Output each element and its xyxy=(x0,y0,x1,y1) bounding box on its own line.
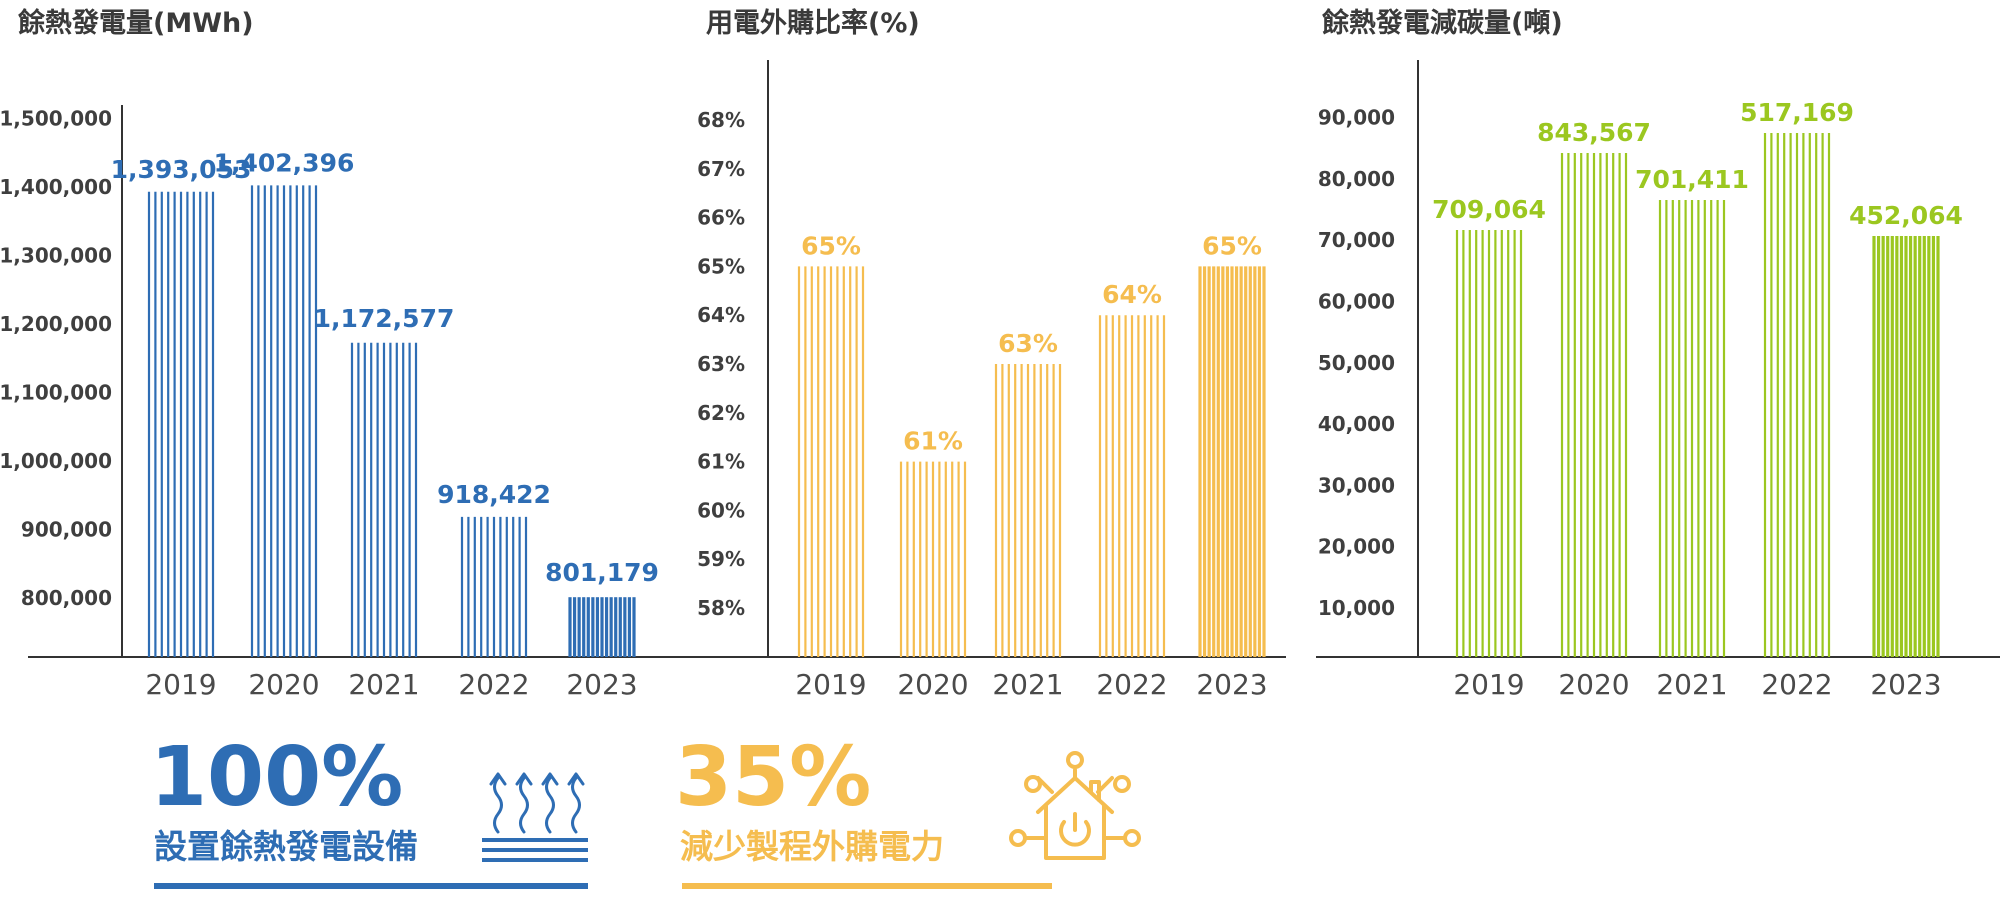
y-tick-label: 800,000 xyxy=(21,586,112,610)
bar-2023 xyxy=(1198,266,1266,657)
highlight-value: 100% xyxy=(150,730,403,825)
y-tick-label: 65% xyxy=(697,254,745,278)
data-label: 701,411 xyxy=(1635,165,1749,194)
y-tick-label: 20,000 xyxy=(1318,535,1395,559)
x-tick-label: 2022 xyxy=(1761,668,1832,701)
data-label: 843,567 xyxy=(1537,118,1651,147)
y-tick-label: 59% xyxy=(697,547,745,571)
y-tick-label: 1,300,000 xyxy=(0,244,112,268)
highlight-caption: 減少製程外購電力 xyxy=(680,827,944,866)
data-label: 61% xyxy=(903,427,963,456)
y-tick-label: 64% xyxy=(697,303,745,327)
y-tick-label: 30,000 xyxy=(1318,473,1395,497)
bar-2020 xyxy=(1560,153,1628,657)
data-label: 517,169 xyxy=(1740,98,1854,127)
data-label: 65% xyxy=(1202,231,1262,260)
x-tick-label: 2022 xyxy=(1096,668,1167,701)
x-tick-label: 2023 xyxy=(566,668,637,701)
y-tick-label: 900,000 xyxy=(21,518,112,542)
data-label: 452,064 xyxy=(1849,201,1963,230)
x-tick-label: 2019 xyxy=(145,668,216,701)
data-label: 1,402,396 xyxy=(214,148,355,177)
y-tick-label: 63% xyxy=(697,352,745,376)
data-label: 801,179 xyxy=(545,558,659,587)
data-label: 709,064 xyxy=(1432,195,1546,224)
y-tick-label: 1,400,000 xyxy=(0,175,112,199)
x-tick-label: 2020 xyxy=(248,668,319,701)
y-tick-label: 60,000 xyxy=(1318,290,1395,314)
data-label: 63% xyxy=(998,329,1058,358)
data-label: 1,172,577 xyxy=(314,304,455,333)
y-tick-label: 80,000 xyxy=(1318,167,1395,191)
y-tick-label: 68% xyxy=(697,108,745,132)
smart-home-power-icon xyxy=(1009,751,1141,860)
data-label: 1,393,053 xyxy=(111,155,252,184)
y-tick-label: 62% xyxy=(697,401,745,425)
bar-2021 xyxy=(1658,200,1726,657)
y-tick-label: 1,100,000 xyxy=(0,381,112,405)
y-tick-label: 1,200,000 xyxy=(0,312,112,336)
x-tick-label: 2019 xyxy=(795,668,866,701)
heat-wave-icon xyxy=(482,772,588,862)
bar-2019 xyxy=(147,191,215,657)
highlight-heat-power: 100%設置餘熱發電設備 xyxy=(150,730,588,889)
x-tick-label: 2021 xyxy=(992,668,1063,701)
y-tick-label: 1,000,000 xyxy=(0,449,112,473)
y-tick-label: 70,000 xyxy=(1318,228,1395,252)
bar-2020 xyxy=(899,461,967,657)
bar-2020 xyxy=(250,185,318,657)
bar-2023 xyxy=(1872,236,1940,657)
bar-2021 xyxy=(350,342,418,657)
x-tick-label: 2021 xyxy=(348,668,419,701)
bar-2022 xyxy=(1763,133,1831,657)
data-label: 65% xyxy=(801,231,861,260)
highlight-value: 35% xyxy=(675,730,871,825)
data-label: 918,422 xyxy=(437,480,551,509)
y-tick-label: 60% xyxy=(697,498,745,522)
y-tick-label: 61% xyxy=(697,450,745,474)
x-tick-label: 2021 xyxy=(1656,668,1727,701)
y-tick-label: 67% xyxy=(697,157,745,181)
data-label: 64% xyxy=(1102,280,1162,309)
x-tick-label: 2023 xyxy=(1196,668,1267,701)
chart-title: 用電外購比率(%) xyxy=(706,7,920,39)
bar-2019 xyxy=(1455,230,1523,657)
bar-2021 xyxy=(994,364,1062,657)
y-tick-label: 1,500,000 xyxy=(0,107,112,131)
y-tick-label: 10,000 xyxy=(1318,596,1395,620)
bar-2022 xyxy=(1098,315,1166,657)
chart-title: 餘熱發電減碳量(噸) xyxy=(1322,7,1563,39)
bar-2019 xyxy=(797,266,865,657)
highlight-reduce-purchase: 35%減少製程外購電力 xyxy=(675,730,1141,889)
y-tick-label: 40,000 xyxy=(1318,412,1395,436)
y-tick-label: 58% xyxy=(697,596,745,620)
bar-2022 xyxy=(460,516,528,657)
y-tick-label: 90,000 xyxy=(1318,106,1395,130)
x-tick-label: 2023 xyxy=(1870,668,1941,701)
highlight-caption: 設置餘熱發電設備 xyxy=(154,827,418,866)
x-tick-label: 2019 xyxy=(1453,668,1524,701)
chart-2: 用電外購比率(%) 58% 59% 60% 61% 62% 63% 64% 65% 66% 67% 6… xyxy=(697,7,1286,701)
chart-1: 餘熱發電量(MWh) 800,000 900,000 1,000,000 1,100,0… xyxy=(0,7,700,701)
y-tick-label: 66% xyxy=(697,206,745,230)
y-tick-label: 50,000 xyxy=(1318,351,1395,375)
x-tick-label: 2020 xyxy=(897,668,968,701)
chart-title: 餘熱發電量(MWh) xyxy=(18,7,254,39)
x-tick-label: 2022 xyxy=(458,668,529,701)
chart-3: 餘熱發電減碳量(噸) 10,000 20,000 30,000 40,000 50,000… xyxy=(1316,7,2000,701)
x-tick-label: 2020 xyxy=(1558,668,1629,701)
bar-2023 xyxy=(568,597,636,657)
